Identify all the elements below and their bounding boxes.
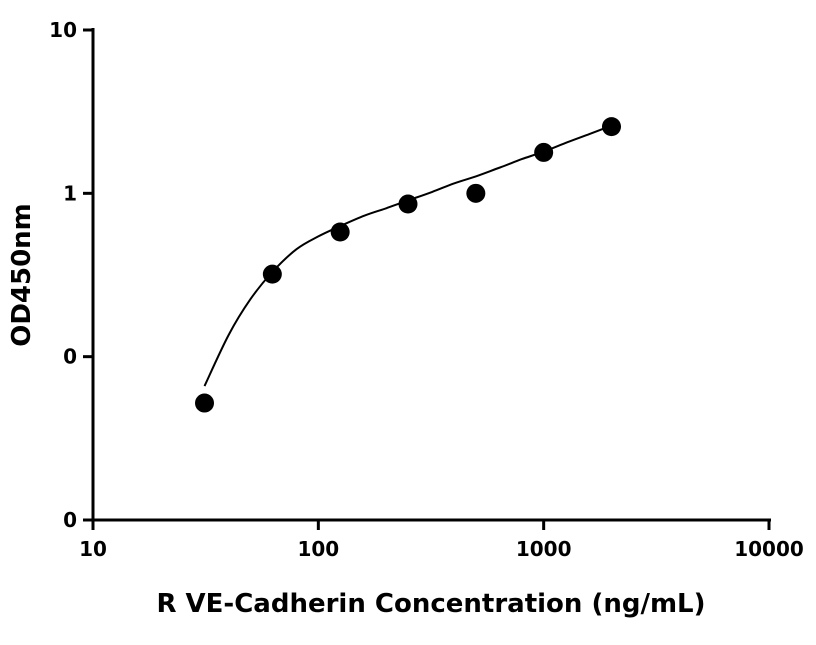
data-point [601,117,621,137]
y-tick-label: 1 [63,181,77,205]
x-axis-title: R VE-Cadherin Concentration (ng/mL) [156,589,705,619]
data-point [534,142,554,162]
data-point [195,393,215,413]
data-point [262,264,282,284]
data-point [398,194,418,214]
y-tick-label: 0 [63,345,77,369]
fit-curve-layer [203,124,612,387]
x-tick-label: 1000 [516,537,572,561]
y-axis-title: OD450nm [7,203,37,347]
y-tick-label: 0 [63,508,77,532]
fit-curve [203,124,612,387]
data-point [466,183,486,203]
x-tick-label: 10 [79,537,107,561]
x-tick-label: 10000 [734,537,804,561]
data-points [195,117,621,413]
y-tick-label: 10 [49,18,77,42]
x-tick-label: 100 [297,537,339,561]
data-point [330,222,350,242]
axes: 10 100 1000 10000 0 0 1 10 [49,18,804,561]
